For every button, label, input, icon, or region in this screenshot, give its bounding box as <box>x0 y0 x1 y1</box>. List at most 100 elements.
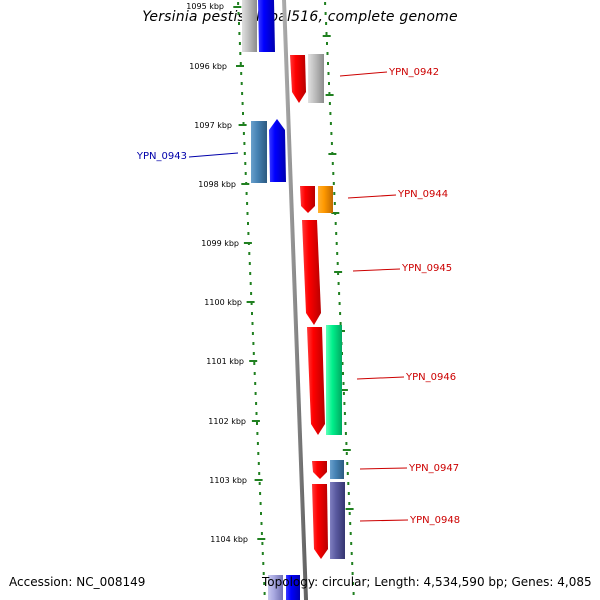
ruler-dot-left <box>253 362 256 365</box>
genome-backbone <box>282 0 308 600</box>
gene-block-green-ypn0946[interactable] <box>326 325 342 435</box>
gene-label-ypn0947[interactable]: YPN_0947 <box>408 463 459 474</box>
ruler-outer-left <box>237 2 266 595</box>
ruler-dot-right <box>328 92 331 95</box>
gene-arrow-blue-ypn0943[interactable] <box>269 119 286 182</box>
ruler-dot-right <box>342 382 345 385</box>
ruler-dot-left <box>258 482 261 485</box>
ruler-dot-right <box>345 452 348 455</box>
leader-ypn0942 <box>339 71 388 77</box>
ruler-major-tick <box>233 6 242 8</box>
scale-labels: 1095 kbp 1096 kbp 1097 kbp 1098 kbp 1099… <box>186 2 248 544</box>
scale-label-1102: 1102 kbp <box>208 417 246 426</box>
ruler-dot-left <box>251 332 254 335</box>
ruler-dot-right <box>336 252 339 255</box>
gene-arrow-red-ypn0945[interactable] <box>302 220 321 325</box>
ruler-dot-left <box>260 512 262 515</box>
gene-block-steelblue-ypn0947[interactable] <box>330 460 344 479</box>
ruler-dot-right <box>349 532 352 535</box>
gene-block-lavender-bottom[interactable] <box>268 575 283 600</box>
ruler-dot-left <box>262 562 265 565</box>
leader-ypn0944 <box>347 194 397 199</box>
leader-ypn0948 <box>359 519 409 522</box>
ruler-major-tick <box>257 538 266 540</box>
ruler-dot-right <box>344 422 347 425</box>
ruler-dot-left <box>238 32 241 35</box>
ruler-dot-right <box>325 32 328 35</box>
ruler-major-tick <box>345 508 354 510</box>
ruler-dot-right <box>337 282 340 285</box>
scale-label-1095: 1095 kbp <box>186 2 224 11</box>
gene-block-steelblue-ypn0943[interactable] <box>251 121 267 183</box>
ruler-dot-right <box>341 362 344 365</box>
ruler-dot-right <box>334 222 337 225</box>
ruler-dot-left <box>250 302 253 305</box>
ruler-dot-right <box>347 492 350 495</box>
ruler-dot-left <box>263 592 266 595</box>
gene-block-purple-ypn0948[interactable] <box>330 482 345 559</box>
gene-label-ypn0943[interactable]: YPN_0943 <box>136 151 187 162</box>
ruler-major-tick <box>254 479 263 481</box>
ruler-major-tick <box>328 153 337 155</box>
ruler-major-tick <box>331 212 340 214</box>
ruler-dot-left <box>253 372 256 375</box>
ruler-dot-left <box>251 322 254 325</box>
gene-label-ypn0945[interactable]: YPN_0945 <box>401 263 452 274</box>
ruler-dot-right <box>333 192 336 195</box>
gene-label-ypn0942[interactable]: YPN_0942 <box>388 67 439 78</box>
gene-block-gray-ypn0942[interactable] <box>308 54 324 103</box>
ruler-dot-left <box>258 472 261 475</box>
forward-strand-genes <box>290 54 345 559</box>
ruler-major-tick <box>241 183 250 185</box>
ruler-dot-left <box>238 22 240 25</box>
ruler-dot-left <box>244 172 247 175</box>
ruler-dot-left <box>240 82 243 85</box>
ruler-major-tick <box>238 124 247 126</box>
ruler-major-tick <box>249 360 258 362</box>
ruler-dot-left <box>261 552 264 555</box>
ruler-dot-right <box>350 542 353 545</box>
scale-label-1097: 1097 kbp <box>194 121 232 130</box>
ruler-dot-right <box>346 472 349 475</box>
gene-label-ypn0944[interactable]: YPN_0944 <box>397 189 448 200</box>
ruler-dot-right <box>339 312 342 315</box>
gene-block-orange-ypn0944[interactable] <box>318 186 333 213</box>
ruler-dot-left <box>244 162 247 165</box>
ruler-dot-right <box>329 122 332 125</box>
gene-arrow-red-ypn0948[interactable] <box>312 484 328 559</box>
ruler-major-tick <box>246 301 255 303</box>
ruler-dot-right <box>346 462 349 465</box>
leader-ypn0946 <box>356 376 405 380</box>
ruler-dot-right <box>332 172 335 175</box>
gene-block-gray-top[interactable] <box>242 0 257 52</box>
ruler-dot-left <box>246 212 249 215</box>
ruler-dot-left <box>239 62 242 65</box>
gene-label-ypn0948[interactable]: YPN_0948 <box>409 515 460 526</box>
ruler-major-tick <box>339 389 348 391</box>
ruler-dot-right <box>339 322 342 325</box>
leader-ypn0943 <box>188 152 239 158</box>
gene-arrow-blue-top[interactable] <box>258 0 275 52</box>
scale-label-1101: 1101 kbp <box>206 357 244 366</box>
ruler-dot-left <box>256 442 259 445</box>
ruler-dot-right <box>351 572 354 575</box>
gene-arrow-red-ypn0946[interactable] <box>307 327 325 435</box>
ruler-dot-right <box>327 72 330 75</box>
ruler-dot-right <box>328 82 330 85</box>
gene-label-ypn0946[interactable]: YPN_0946 <box>405 372 456 383</box>
gene-arrow-red-ypn0947[interactable] <box>312 461 327 479</box>
ruler-dot-right <box>336 262 339 265</box>
ruler-dot-right <box>324 12 327 15</box>
ruler-major-tick <box>342 449 351 451</box>
gene-labels: YPN_0942 YPN_0943 YPN_0944 YPN_0945 YPN_… <box>136 67 460 526</box>
ruler-dot-left <box>241 92 244 95</box>
ruler-outer-right <box>324 2 355 595</box>
gene-arrow-red-ypn0942[interactable] <box>290 55 306 103</box>
gene-arrow-blue-bottom[interactable] <box>286 575 300 600</box>
gene-arrow-red-ypn0944[interactable] <box>300 186 315 213</box>
ruler-dot-right <box>326 42 328 45</box>
ruler-dot-left <box>245 192 248 195</box>
ruler-dot-left <box>259 502 262 505</box>
ruler-dot-right <box>347 482 350 485</box>
ruler-dot-left <box>242 122 245 125</box>
